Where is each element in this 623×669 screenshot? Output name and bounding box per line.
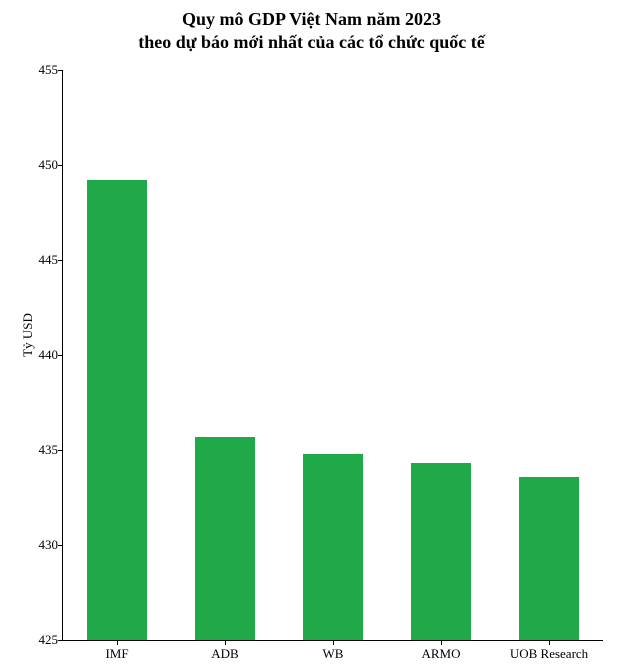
plot-area: IMFADBWBARMOUOB Research	[62, 70, 603, 641]
x-tick-label: ARMO	[421, 646, 460, 662]
x-tick-label: UOB Research	[510, 646, 588, 662]
chart-title-line2: theo dự báo mới nhất của các tổ chức quố…	[138, 32, 485, 52]
bar	[519, 477, 578, 640]
x-tick-mark	[225, 640, 226, 645]
y-tick-label: 435	[18, 442, 58, 458]
x-tick-mark	[333, 640, 334, 645]
bar	[411, 463, 470, 640]
chart-title: Quy mô GDP Việt Nam năm 2023 theo dự báo…	[0, 8, 623, 53]
y-tick-label: 440	[18, 347, 58, 363]
y-tick-label: 430	[18, 537, 58, 553]
bar	[303, 454, 362, 640]
x-tick-label: IMF	[105, 646, 128, 662]
x-tick-mark	[549, 640, 550, 645]
x-tick-label: ADB	[211, 646, 238, 662]
x-tick-mark	[441, 640, 442, 645]
x-tick-label: WB	[323, 646, 344, 662]
bar	[87, 180, 146, 640]
chart-title-line1: Quy mô GDP Việt Nam năm 2023	[182, 9, 441, 29]
y-tick-label: 425	[18, 632, 58, 648]
x-tick-mark	[117, 640, 118, 645]
y-tick-label: 455	[18, 62, 58, 78]
gdp-chart: Quy mô GDP Việt Nam năm 2023 theo dự báo…	[0, 0, 623, 669]
y-tick-label: 445	[18, 252, 58, 268]
bar	[195, 437, 254, 640]
y-tick-label: 450	[18, 157, 58, 173]
